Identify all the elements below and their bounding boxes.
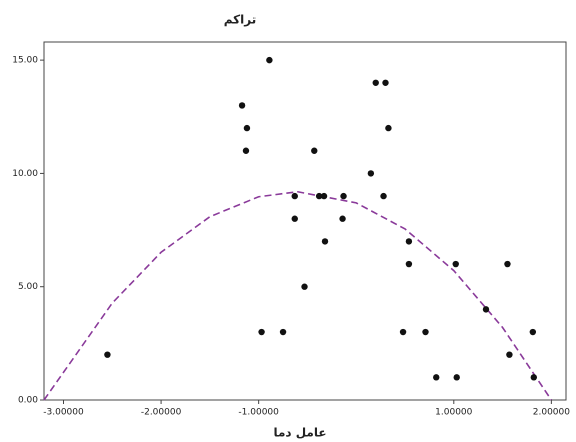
y-tick-label: 0.00 bbox=[18, 396, 38, 406]
point bbox=[382, 79, 389, 86]
point bbox=[380, 192, 387, 200]
point bbox=[258, 328, 265, 336]
point bbox=[243, 124, 251, 132]
point bbox=[453, 374, 460, 381]
point bbox=[422, 328, 429, 336]
point bbox=[367, 170, 375, 177]
point bbox=[340, 192, 347, 200]
point bbox=[321, 238, 329, 245]
x-axis-label: عامل دما bbox=[273, 426, 326, 440]
y-tick-label: 15.00 bbox=[12, 56, 38, 66]
point bbox=[433, 374, 440, 381]
x-tick-label: -3.00000 bbox=[43, 408, 84, 418]
point bbox=[320, 192, 328, 200]
point bbox=[266, 56, 273, 64]
point bbox=[482, 306, 490, 313]
fit-line bbox=[43, 190, 553, 401]
point bbox=[385, 124, 392, 132]
point bbox=[238, 102, 246, 109]
x-tick-label: 2.00000 bbox=[533, 408, 570, 418]
point bbox=[399, 328, 407, 336]
point bbox=[339, 215, 346, 222]
x-tick-label: -1.00000 bbox=[238, 408, 279, 418]
point bbox=[311, 147, 318, 154]
point bbox=[372, 79, 379, 86]
point bbox=[504, 260, 511, 268]
point bbox=[506, 351, 513, 358]
chart-title: تراکم bbox=[224, 13, 256, 27]
point bbox=[279, 328, 287, 336]
point bbox=[405, 238, 413, 245]
point bbox=[291, 192, 298, 200]
y-tick-label: 5.00 bbox=[18, 282, 38, 292]
point bbox=[405, 260, 413, 268]
point bbox=[291, 215, 298, 222]
point bbox=[242, 147, 250, 154]
point bbox=[104, 351, 111, 358]
point bbox=[529, 328, 537, 336]
point bbox=[301, 283, 308, 290]
y-tick-label: 10.00 bbox=[12, 169, 38, 179]
x-tick-label: -2.00000 bbox=[141, 408, 182, 418]
point bbox=[530, 374, 538, 381]
point bbox=[452, 260, 459, 268]
plot-frame bbox=[43, 41, 567, 401]
x-tick-label: 1.00000 bbox=[435, 408, 472, 418]
point bbox=[315, 192, 323, 200]
